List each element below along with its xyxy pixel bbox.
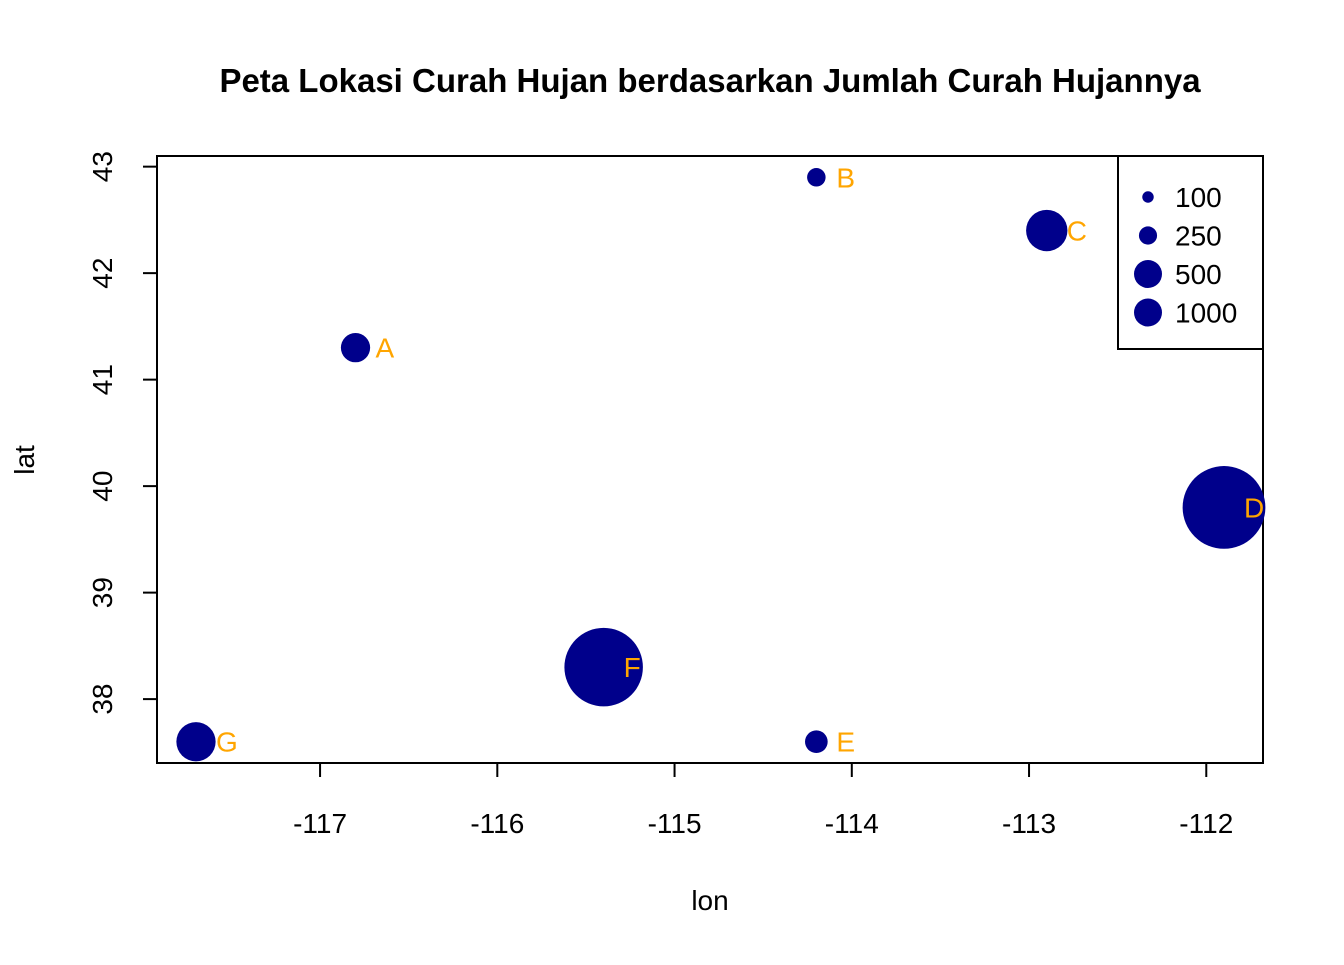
data-point-b: [807, 168, 826, 187]
data-point-c: [1026, 209, 1068, 252]
legend: 100 250 500 1000: [1117, 155, 1264, 350]
plot-frame: [156, 155, 1264, 764]
y-tick-label: 41: [87, 364, 118, 395]
point-label-a: A: [376, 333, 395, 364]
point-label-b: B: [836, 162, 855, 193]
x-tick-label: -112: [1179, 808, 1233, 839]
data-point-g: [176, 722, 216, 762]
legend-box: [1117, 155, 1264, 350]
data-points: A B C D E F G: [176, 162, 1266, 762]
legend-label: 1000: [1175, 298, 1237, 329]
y-axis-label: lat: [9, 445, 40, 475]
x-axis: -117 -116 -115 -114 -113 -112: [293, 762, 1233, 839]
legend-label: 500: [1175, 259, 1222, 290]
legend-marker: [1134, 298, 1162, 327]
chart-title: Peta Lokasi Curah Hujan berdasarkan Juml…: [219, 62, 1201, 99]
legend-label: 100: [1175, 182, 1222, 213]
data-point-f: [564, 627, 643, 707]
data-point-a: [340, 333, 371, 363]
point-label-e: E: [836, 727, 855, 758]
x-tick-label: -113: [1002, 808, 1056, 839]
y-tick-label: 43: [87, 151, 118, 182]
legend-label: 250: [1175, 221, 1222, 252]
point-label-d: D: [1244, 492, 1264, 523]
point-label-g: G: [216, 727, 238, 758]
legend-marker: [1134, 260, 1162, 288]
x-tick-label: -116: [470, 808, 524, 839]
y-tick-label: 40: [87, 471, 118, 502]
x-tick-label: -115: [648, 808, 702, 839]
legend-marker: [1138, 226, 1158, 245]
data-point-d: [1182, 466, 1266, 549]
x-axis-label: lon: [691, 885, 728, 916]
y-axis: 38 39 40 41 42 43: [87, 151, 157, 715]
point-label-f: F: [624, 652, 641, 683]
point-label-c: C: [1067, 216, 1087, 247]
x-tick-label: -117: [293, 808, 347, 839]
y-tick-label: 39: [87, 577, 118, 608]
x-tick-label: -114: [825, 808, 879, 839]
legend-marker: [1142, 191, 1154, 203]
data-point-e: [805, 730, 828, 754]
y-tick-label: 42: [87, 258, 118, 289]
y-tick-label: 38: [87, 684, 118, 715]
